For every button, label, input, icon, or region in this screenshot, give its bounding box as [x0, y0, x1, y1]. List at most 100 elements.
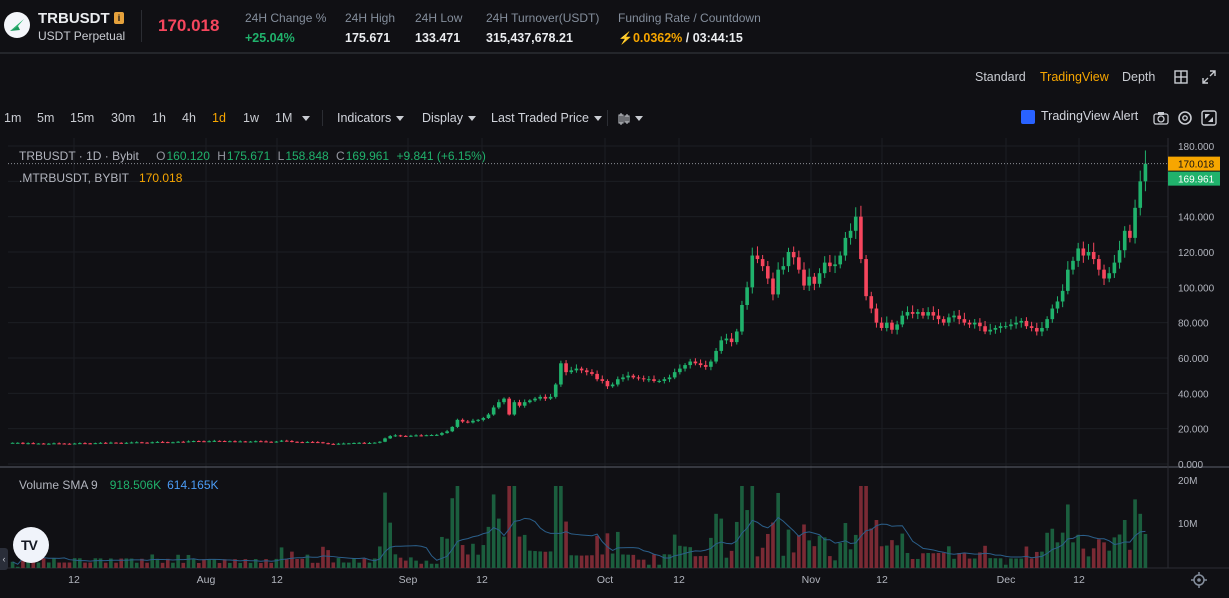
legend-change: +9.841 (+6.15%) [396, 149, 486, 163]
volume-bar [869, 528, 874, 568]
candle-body [207, 441, 211, 443]
settings-icon[interactable] [1177, 110, 1193, 126]
candle-body [326, 443, 330, 445]
display-dropdown[interactable]: Display [422, 111, 476, 125]
stat-label: 24H Change % [245, 11, 327, 25]
volume-bar [543, 551, 548, 568]
tradingview-logo[interactable]: TV [13, 527, 49, 563]
expand-icon[interactable] [1202, 70, 1216, 84]
candle-body [233, 441, 237, 443]
volume-bar [538, 551, 543, 568]
timeframe-1d[interactable]: 1d [212, 111, 226, 125]
scroll-left-button[interactable]: ‹ [0, 548, 8, 570]
timeframe-label: 1M [275, 111, 293, 125]
fullscreen-icon[interactable] [1201, 110, 1217, 126]
candle-body [450, 426, 455, 432]
volume-bar [336, 558, 341, 568]
candle-body [1128, 230, 1132, 238]
mark-symbol: .MTRBUSDT, BYBIT [19, 171, 130, 185]
mark-price: 170.018 [139, 171, 183, 185]
tab-standard[interactable]: Standard [975, 70, 1026, 84]
candle-body [884, 322, 889, 328]
chart-type-dropdown[interactable] [618, 111, 643, 125]
time-axis-label: Sep [399, 574, 418, 586]
grid-icon[interactable] [1174, 70, 1188, 84]
candle-body [171, 442, 175, 444]
volume-bar [243, 559, 248, 568]
tab-depth[interactable]: Depth [1122, 70, 1156, 84]
candle-body [1034, 327, 1039, 332]
stat-24h-high: 24H High 175.671 [345, 11, 395, 45]
volume-bar [952, 558, 956, 568]
timeframe-30m[interactable]: 30m [111, 111, 136, 125]
volume-value: 918.506K [109, 478, 162, 492]
info-icon[interactable]: i [114, 12, 124, 24]
volume-bar [1112, 537, 1117, 568]
symbol-name[interactable]: TRBUSDT [38, 10, 110, 27]
volume-bar [771, 522, 775, 568]
volume-bar [528, 550, 532, 568]
time-axis-label: 12 [476, 574, 488, 586]
timeframe-1m[interactable]: 1m [4, 111, 22, 125]
candle-body [414, 435, 418, 437]
volume-bar [853, 534, 858, 568]
axis-settings-icon[interactable] [1191, 572, 1207, 588]
volume-bar [998, 558, 1003, 568]
volume-bar [212, 559, 217, 568]
candle-body [998, 326, 1003, 328]
candle-body [579, 368, 584, 371]
timeframe-1w[interactable]: 1w [243, 111, 259, 125]
candle-body [1009, 324, 1013, 327]
volume-bar [352, 558, 356, 568]
candle-body [797, 257, 801, 270]
stat-value: 315,437,678.21 [486, 31, 573, 45]
timeframe-1h[interactable]: 1h [152, 111, 166, 125]
volume-bar [828, 556, 832, 568]
volume-bar [1128, 549, 1132, 568]
stat-label[interactable]: Funding Rate / Countdown [618, 11, 761, 25]
time-axis-label: Nov [802, 574, 821, 586]
volume-bar [797, 535, 801, 568]
volume-bar [295, 558, 299, 568]
camera-icon[interactable] [1153, 110, 1169, 126]
candle-body [817, 273, 822, 284]
timeframe-15m[interactable]: 15m [70, 111, 95, 125]
volume-bar [745, 510, 749, 568]
volume-bar [926, 553, 930, 568]
volume-bar [191, 559, 196, 568]
candle-body [383, 438, 387, 442]
chevron-down-icon [302, 116, 311, 122]
candle-body [1112, 262, 1117, 274]
timeframe-5m[interactable]: 5m [37, 111, 55, 125]
price-source-dropdown[interactable]: Last Traded Price [491, 111, 602, 125]
indicators-dropdown[interactable]: Indicators [337, 111, 405, 125]
volume-bar [497, 518, 501, 568]
volume-bar [1003, 564, 1008, 568]
candle-body [714, 350, 718, 362]
candle-body [590, 372, 594, 374]
volume-bar [652, 554, 656, 568]
candle-body [114, 442, 118, 444]
candle-body [983, 326, 987, 332]
volume-bar [729, 550, 734, 568]
time-axis-label: 12 [1073, 574, 1085, 586]
candle-body [228, 441, 232, 443]
volume-bar [559, 486, 563, 568]
candle-body [315, 442, 320, 444]
candle-body [10, 442, 15, 444]
volume-bar [667, 554, 672, 568]
tab-tradingview[interactable]: TradingView [1040, 70, 1109, 84]
volume-bar [15, 566, 20, 568]
volume-bar [46, 562, 51, 568]
volume-bar [641, 559, 646, 568]
timeframe-4h[interactable]: 4h [182, 111, 196, 125]
volume-bar [838, 542, 843, 568]
tradingview-alert-button[interactable]: TradingView Alert [1021, 109, 1138, 124]
candle-body [491, 407, 496, 415]
candle-body [310, 441, 315, 443]
candle-body [1071, 260, 1075, 270]
candle-body [72, 443, 77, 445]
timeframe-1M[interactable]: 1M [275, 111, 311, 125]
volume-sma-value: 614.165K [167, 478, 219, 492]
